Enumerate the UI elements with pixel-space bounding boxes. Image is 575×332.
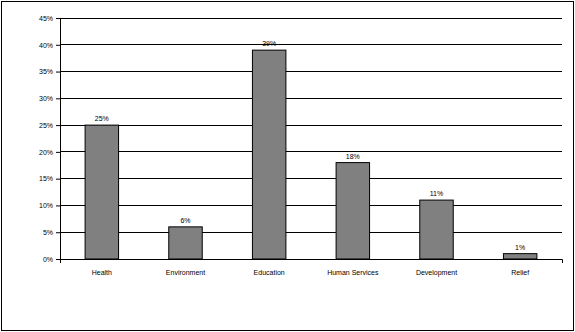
data-label: 18% [346, 153, 360, 160]
y-axis: 0% 5% 10% 15% 20% 25% 30% 35% 40% 45% [39, 15, 61, 263]
data-labels: 25% 6% 39% 18% 11% 1% [95, 40, 525, 251]
y-tick: 20% [39, 149, 60, 156]
y-tick: 30% [39, 95, 60, 102]
y-tick-label: 5% [43, 229, 53, 236]
y-tick: 35% [39, 68, 60, 75]
y-tick-mark [56, 259, 60, 260]
y-tick-mark [56, 98, 60, 99]
x-tick-mark [101, 259, 102, 263]
y-tick: 0% [43, 256, 60, 263]
y-tick-mark [56, 45, 60, 46]
data-label: 11% [430, 190, 444, 197]
grid-line [60, 18, 562, 19]
bar [420, 200, 453, 259]
data-label: 1% [515, 244, 525, 251]
y-tick-label: 0% [43, 256, 53, 263]
x-tick-mark [520, 259, 521, 263]
x-tick: Environment [166, 259, 205, 276]
y-tick-label: 25% [39, 122, 53, 129]
bar [169, 227, 202, 259]
x-tick: Human Services [327, 259, 379, 276]
y-tick-mark [56, 18, 60, 19]
bar [252, 50, 285, 259]
y-tick-label: 35% [39, 68, 53, 75]
grid-line [60, 151, 562, 152]
chart: 0% 5% 10% 15% 20% 25% 30% 35% 40% 45% Health Enviro… [0, 0, 575, 332]
bar [85, 125, 118, 259]
y-tick: 5% [43, 229, 60, 236]
grid-line [60, 98, 562, 99]
data-label: 39% [262, 40, 276, 47]
grid-line [60, 71, 562, 72]
data-label: 25% [95, 115, 109, 122]
chart-border [2, 2, 574, 331]
grid [60, 18, 562, 259]
grid-line [60, 125, 562, 126]
y-tick-mark [56, 205, 60, 206]
x-tick: Health [92, 259, 112, 276]
plot: 0% 5% 10% 15% 20% 25% 30% 35% 40% 45% Health Enviro… [39, 15, 563, 277]
y-tick: 45% [39, 15, 60, 22]
x-tick-label: Relief [511, 269, 529, 276]
y-tick-mark [56, 179, 60, 180]
y-tick-label: 30% [39, 95, 53, 102]
grid-line [60, 232, 562, 233]
y-tick-label: 10% [39, 202, 53, 209]
x-tick: Development [416, 259, 457, 277]
x-tick-label: Development [416, 269, 457, 277]
bars [85, 50, 537, 259]
x-tick-mark [436, 259, 437, 263]
x-tick-mark [185, 259, 186, 263]
x-tick-label: Human Services [327, 269, 379, 276]
y-tick: 40% [39, 42, 60, 49]
x-axis: Health Environment Education Human Services… [61, 259, 563, 277]
y-axis-line [56, 19, 61, 260]
x-tick-mark [352, 259, 353, 263]
x-tick-label: Health [92, 269, 112, 276]
x-tick: Education [254, 259, 285, 276]
y-tick-mark [56, 125, 60, 126]
x-tick: Relief [511, 259, 529, 276]
y-tick-label: 15% [39, 175, 53, 182]
y-tick-label: 40% [39, 42, 53, 49]
bar [503, 254, 536, 259]
y-tick-mark [56, 232, 60, 233]
grid-line [60, 44, 562, 45]
grid-line [60, 178, 562, 179]
y-tick-label: 45% [39, 15, 53, 22]
x-tick-label: Education [254, 269, 285, 276]
y-tick: 10% [39, 202, 60, 209]
x-tick-label: Environment [166, 269, 205, 276]
y-tick: 15% [39, 175, 60, 182]
x-axis-line [61, 260, 563, 264]
x-tick-mark [269, 259, 270, 263]
y-tick-mark [56, 72, 60, 73]
data-label: 6% [180, 217, 190, 224]
y-tick-mark [56, 152, 60, 153]
bar [336, 163, 369, 259]
y-tick: 25% [39, 122, 60, 129]
grid-line [60, 205, 562, 206]
y-tick-label: 20% [39, 149, 53, 156]
